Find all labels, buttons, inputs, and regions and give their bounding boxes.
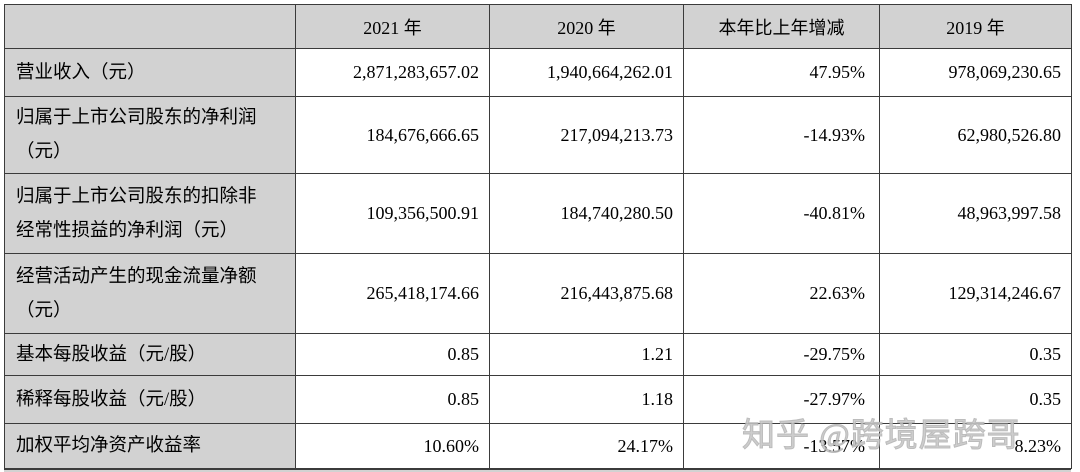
value-2020: 24.17% — [489, 423, 684, 469]
table-row-diluted-eps: 稀释每股收益（元/股） 0.85 1.18 -27.97% 0.35 — [4, 375, 1072, 424]
value-2021: 2,871,283,657.02 — [295, 48, 490, 97]
value-yoy: 47.95% — [683, 48, 880, 97]
header-year-2019: 2019 年 — [879, 4, 1072, 49]
value-2019: 978,069,230.65 — [879, 48, 1072, 97]
value-2019: 8.23% — [879, 423, 1072, 469]
table-row-basic-eps: 基本每股收益（元/股） 0.85 1.21 -29.75% 0.35 — [4, 333, 1072, 376]
value-yoy: -29.75% — [683, 333, 880, 376]
value-2021: 109,356,500.91 — [295, 173, 490, 254]
value-2019: 48,963,997.58 — [879, 173, 1072, 254]
header-year-2020: 2020 年 — [489, 4, 684, 49]
row-label: 营业收入（元） — [4, 48, 296, 97]
value-yoy: -40.81% — [683, 173, 880, 254]
value-2020: 217,094,213.73 — [489, 96, 684, 174]
value-yoy: -27.97% — [683, 375, 880, 424]
value-2019: 0.35 — [879, 375, 1072, 424]
header-year-2021: 2021 年 — [295, 4, 490, 49]
value-2020: 216,443,875.68 — [489, 253, 684, 334]
table-row-revenue: 营业收入（元） 2,871,283,657.02 1,940,664,262.0… — [4, 48, 1072, 97]
table-row-net-profit-excl-nonrecurring: 归属于上市公司股东的扣除非经常性损益的净利润（元） 109,356,500.91… — [4, 173, 1072, 254]
value-2021: 10.60% — [295, 423, 490, 469]
value-2019: 62,980,526.80 — [879, 96, 1072, 174]
value-2019: 129,314,246.67 — [879, 253, 1072, 334]
row-label: 归属于上市公司股东的扣除非经常性损益的净利润（元） — [4, 173, 296, 254]
table-row-operating-cash-flow: 经营活动产生的现金流量净额（元） 265,418,174.66 216,443,… — [4, 253, 1072, 334]
value-2020: 1,940,664,262.01 — [489, 48, 684, 97]
financial-summary-table: 2021 年 2020 年 本年比上年增减 2019 年 营业收入（元） 2,8… — [4, 4, 1072, 469]
row-label: 经营活动产生的现金流量净额（元） — [4, 253, 296, 334]
value-yoy: -13.57% — [683, 423, 880, 469]
header-empty-cell — [4, 4, 296, 49]
value-2020: 184,740,280.50 — [489, 173, 684, 254]
row-label: 基本每股收益（元/股） — [4, 333, 296, 376]
value-yoy: -14.93% — [683, 96, 880, 174]
next-table-top-edge — [4, 469, 1071, 472]
value-2019: 0.35 — [879, 333, 1072, 376]
row-label: 稀释每股收益（元/股） — [4, 375, 296, 424]
value-yoy: 22.63% — [683, 253, 880, 334]
table-row-weighted-avg-roe: 加权平均净资产收益率 10.60% 24.17% -13.57% 8.23% — [4, 423, 1072, 469]
value-2021: 265,418,174.66 — [295, 253, 490, 334]
value-2020: 1.21 — [489, 333, 684, 376]
value-2020: 1.18 — [489, 375, 684, 424]
row-label: 加权平均净资产收益率 — [4, 423, 296, 469]
table-row-net-profit: 归属于上市公司股东的净利润（元） 184,676,666.65 217,094,… — [4, 96, 1072, 174]
value-2021: 0.85 — [295, 375, 490, 424]
header-yoy-change: 本年比上年增减 — [683, 4, 880, 49]
value-2021: 0.85 — [295, 333, 490, 376]
value-2021: 184,676,666.65 — [295, 96, 490, 174]
table-header-row: 2021 年 2020 年 本年比上年增减 2019 年 — [4, 4, 1072, 49]
row-label: 归属于上市公司股东的净利润（元） — [4, 96, 296, 174]
